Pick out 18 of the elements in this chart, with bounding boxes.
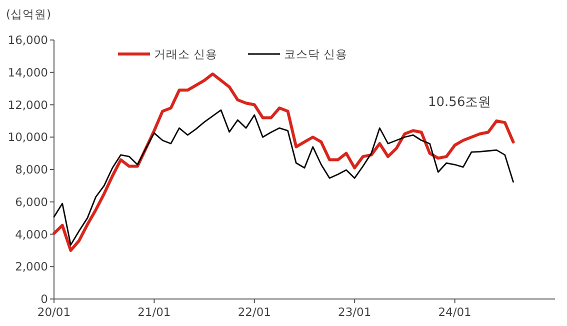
xtick: 21/01 bbox=[138, 305, 171, 319]
ylabel: (십억원) bbox=[6, 7, 51, 21]
xtick: 22/01 bbox=[238, 305, 271, 319]
ytick: 10,000 bbox=[8, 130, 48, 144]
ytick: 0 bbox=[40, 292, 48, 306]
ytick: 6,000 bbox=[15, 194, 48, 209]
ytick: 8,000 bbox=[15, 162, 48, 176]
annotation: 10.56조원 bbox=[428, 95, 492, 110]
ytick: 12,000 bbox=[8, 98, 48, 112]
legend-label: 코스닥 신용 bbox=[284, 47, 348, 61]
xtick: 20/01 bbox=[37, 305, 71, 319]
xtick: 24/01 bbox=[438, 305, 472, 319]
ytick: 4,000 bbox=[15, 227, 48, 242]
xtick: 23/01 bbox=[338, 305, 372, 319]
ytick: 16,000 bbox=[8, 33, 48, 47]
legend-label: 거래소 신용 bbox=[154, 47, 218, 61]
ytick: 14,000 bbox=[8, 65, 48, 80]
ytick: 2,000 bbox=[15, 260, 48, 274]
